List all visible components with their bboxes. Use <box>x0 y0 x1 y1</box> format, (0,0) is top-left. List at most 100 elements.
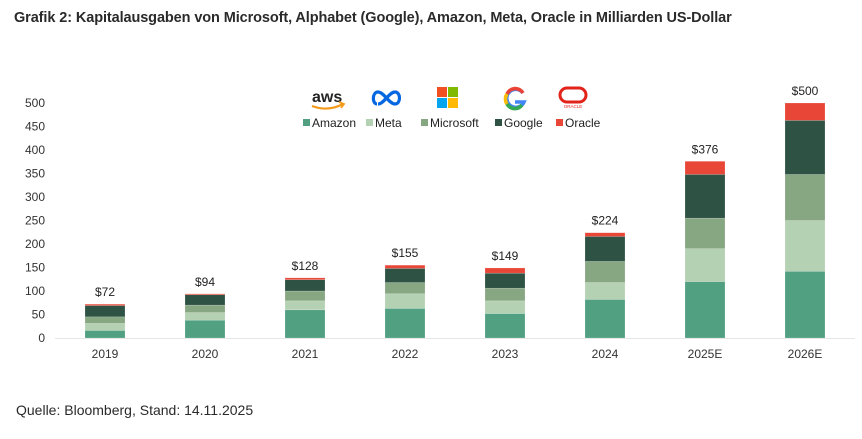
oracle-ring-icon <box>558 86 588 104</box>
bar-segment-oracle <box>684 161 726 175</box>
bar-segment-oracle <box>284 277 326 280</box>
google-g-yellow-arc <box>503 93 509 105</box>
x-tick-label: 2021 <box>292 347 319 361</box>
oracle-logo-text: ORACLE <box>564 104 583 109</box>
x-tick-label: 2019 <box>92 347 119 361</box>
total-label: $224 <box>592 214 619 228</box>
microsoft-green-square <box>448 87 458 97</box>
legend-item-google: Google <box>495 116 543 130</box>
microsoft-blue-square <box>437 98 447 108</box>
bar-segment-microsoft <box>484 287 526 302</box>
google-g-green-arc <box>505 102 524 111</box>
legend-swatch <box>495 119 502 126</box>
y-tick-label: 0 <box>38 331 45 345</box>
legend-swatch <box>421 119 428 126</box>
bar-segment-meta <box>584 282 626 300</box>
microsoft-logo <box>437 87 458 108</box>
total-label: $128 <box>292 259 319 273</box>
bar-segment-amazon <box>584 299 626 339</box>
aws-arrow-icon <box>338 101 346 109</box>
bar-stack-2019 <box>84 303 126 339</box>
aws-logo: aws <box>311 89 346 110</box>
x-tick-label: 2020 <box>192 347 219 361</box>
bar-segment-amazon <box>684 281 726 339</box>
bar-segment-oracle <box>784 102 826 121</box>
source-note: Quelle: Bloomberg, Stand: 14.11.2025 <box>16 402 254 418</box>
microsoft-red-square <box>437 87 447 97</box>
bar-segment-amazon <box>484 313 526 339</box>
microsoft-yellow-square <box>448 98 458 108</box>
aws-smile-icon <box>311 103 344 110</box>
y-tick-label: 300 <box>25 190 45 204</box>
bar-stack-2024 <box>584 232 626 339</box>
total-label: $72 <box>95 285 115 299</box>
meta-infinity-icon <box>371 90 402 106</box>
legend-item-microsoft: Microsoft <box>421 116 479 130</box>
bar-segment-google <box>84 305 126 318</box>
bar-segment-google <box>784 120 826 175</box>
y-tick-label: 100 <box>25 284 45 298</box>
bar-segment-google <box>684 174 726 219</box>
bar-segment-microsoft <box>384 282 426 295</box>
bar-stack-2026E <box>784 102 826 339</box>
bar-segment-google <box>484 272 526 289</box>
bar-segment-amazon <box>184 319 226 339</box>
bar-stack-2023 <box>484 267 526 339</box>
y-tick-label: 450 <box>25 120 45 134</box>
bar-segment-amazon <box>384 308 426 339</box>
y-tick-label: 400 <box>25 143 45 157</box>
bar-segment-meta <box>284 300 326 311</box>
y-tick-label: 200 <box>25 237 45 251</box>
total-label: $500 <box>792 84 819 98</box>
y-tick-label: 150 <box>25 261 45 275</box>
legend-label: Amazon <box>312 116 356 130</box>
meta-logo <box>371 90 402 106</box>
bar-segment-meta <box>384 293 426 309</box>
bar-segment-oracle <box>84 303 126 306</box>
bar-segment-meta <box>784 220 826 272</box>
x-tick-label: 2024 <box>592 347 619 361</box>
bar-segment-oracle <box>484 267 526 274</box>
bar-segment-oracle <box>384 264 426 269</box>
total-label: $94 <box>195 275 215 289</box>
oracle-logo: ORACLE <box>558 86 588 109</box>
bar-segment-microsoft <box>284 290 326 302</box>
bar-segment-amazon <box>84 330 126 339</box>
bar-stack-2021 <box>284 277 326 339</box>
bar-segment-meta <box>184 312 226 321</box>
x-tick-label: 2026E <box>788 347 823 361</box>
chart-title: Grafik 2: Kapitalausgaben von Microsoft,… <box>14 10 732 26</box>
total-label: $149 <box>492 249 519 263</box>
x-tick-label: 2022 <box>392 347 419 361</box>
bar-segment-microsoft <box>584 261 626 283</box>
legend-label: Microsoft <box>430 116 479 130</box>
aws-logo-text: aws <box>312 89 342 106</box>
legend-swatch <box>303 119 310 126</box>
y-tick-label: 350 <box>25 167 45 181</box>
legend-swatch <box>556 119 563 126</box>
y-tick-label: 500 <box>25 96 45 110</box>
legend: Amazon Meta Microsoft Google Oracle <box>303 116 601 130</box>
legend-item-meta: Meta <box>366 116 402 130</box>
google-g-red-arc <box>505 86 525 95</box>
bar-stack-2022 <box>384 264 426 339</box>
y-tick-label: 50 <box>32 308 46 322</box>
bar-segment-google <box>384 268 426 283</box>
bar-segment-oracle <box>184 293 226 296</box>
bar-segment-microsoft <box>84 316 126 324</box>
bar-segment-google <box>584 236 626 262</box>
x-axis: 2019 2020 2021 2022 2023 2024 2025E 2026E <box>92 347 823 361</box>
bar-stack-2020 <box>184 293 226 339</box>
legend-swatch <box>366 119 373 126</box>
total-label: $155 <box>392 246 419 260</box>
total-label: $376 <box>692 142 719 156</box>
legend-label: Oracle <box>565 116 601 130</box>
bar-segment-meta <box>484 300 526 314</box>
bar-segment-microsoft <box>784 174 826 221</box>
x-tick-label: 2023 <box>492 347 519 361</box>
bar-segment-amazon <box>784 271 826 339</box>
legend-item-amazon: Amazon <box>303 116 356 130</box>
bar-segment-amazon <box>284 309 326 339</box>
google-logo <box>503 86 527 111</box>
